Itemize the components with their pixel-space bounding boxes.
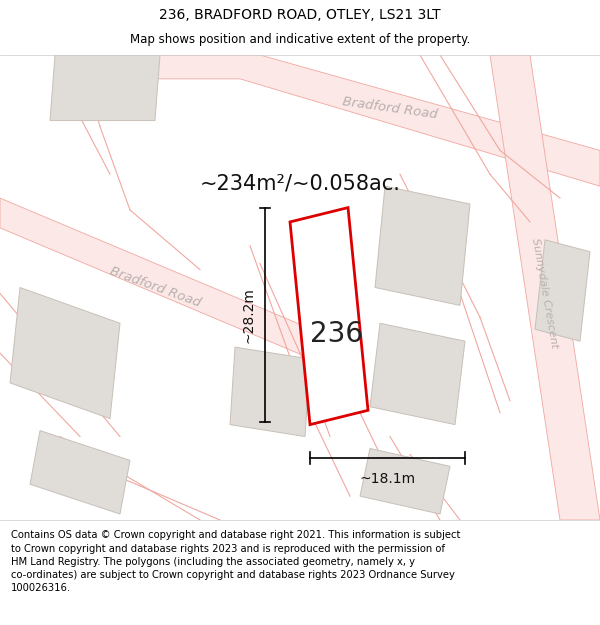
Polygon shape [0, 198, 340, 371]
Text: Sunnydale Crescent: Sunnydale Crescent [530, 238, 560, 349]
Text: Contains OS data © Crown copyright and database right 2021. This information is : Contains OS data © Crown copyright and d… [11, 531, 460, 593]
Polygon shape [535, 240, 590, 341]
Text: Map shows position and indicative extent of the property.: Map shows position and indicative extent… [130, 33, 470, 46]
Text: ~234m²/~0.058ac.: ~234m²/~0.058ac. [200, 174, 400, 194]
Polygon shape [490, 55, 600, 520]
Text: Bradford Road: Bradford Road [108, 265, 202, 310]
Text: 236: 236 [311, 320, 364, 348]
Polygon shape [290, 208, 368, 424]
Polygon shape [60, 55, 600, 186]
Text: ~18.1m: ~18.1m [359, 472, 416, 486]
Polygon shape [375, 186, 470, 306]
Polygon shape [230, 347, 310, 436]
Text: Bradford Road: Bradford Road [341, 96, 439, 122]
Text: 236, BRADFORD ROAD, OTLEY, LS21 3LT: 236, BRADFORD ROAD, OTLEY, LS21 3LT [159, 8, 441, 22]
Polygon shape [370, 323, 465, 424]
Polygon shape [360, 449, 450, 514]
Text: ~28.2m: ~28.2m [242, 287, 256, 343]
Polygon shape [50, 55, 160, 121]
Polygon shape [30, 431, 130, 514]
Polygon shape [10, 288, 120, 419]
